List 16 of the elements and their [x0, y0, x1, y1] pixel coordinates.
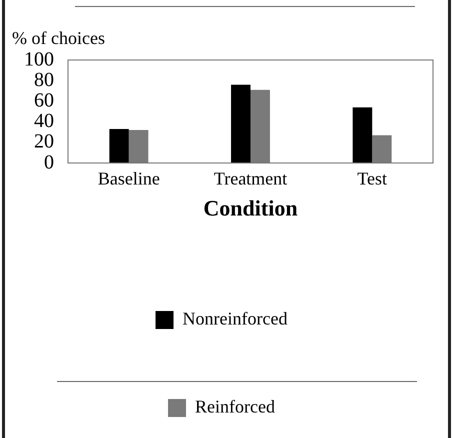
bar — [352, 107, 372, 163]
bar — [231, 84, 250, 163]
bar — [109, 129, 129, 163]
y-axis-title: % of choices — [12, 28, 105, 48]
x-tick-label: Baseline — [98, 168, 160, 189]
y-tick-label: 0 — [44, 151, 54, 174]
x-axis-title: Condition — [203, 195, 298, 220]
y-tick-label: 80 — [34, 68, 54, 91]
legend-label: Reinforced — [195, 396, 275, 417]
x-tick-label: Test — [357, 168, 388, 189]
y-tick-label: 20 — [34, 130, 54, 153]
y-tick-label: 100 — [24, 48, 54, 70]
y-tick-label: 40 — [34, 110, 54, 132]
legend-label: Nonreinforced — [182, 308, 288, 329]
y-tick-label: 60 — [34, 89, 54, 112]
x-tick-label: Treatment — [214, 168, 288, 189]
